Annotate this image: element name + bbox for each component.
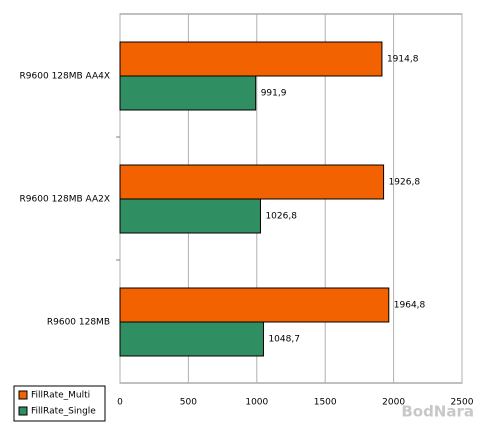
legend-swatch: [18, 406, 28, 416]
y-tick-label: R9600 128MB AA2X: [20, 195, 110, 205]
y-tick-label: R9600 128MB: [47, 318, 110, 328]
watermark: BodNara: [401, 403, 474, 421]
legend-label: FillRate_Single: [31, 407, 96, 417]
legend: [13, 385, 106, 422]
value-label: 1048,7: [268, 335, 300, 345]
bar: [119, 198, 261, 234]
value-label: 1914,8: [387, 55, 419, 65]
legend-swatch: [18, 390, 28, 400]
value-label: 1964,8: [394, 301, 426, 311]
bar: [119, 287, 390, 323]
x-tick-label: 2000: [382, 398, 405, 408]
bar: [119, 41, 383, 77]
x-tick-label: 2500: [451, 398, 474, 408]
x-tick-label: 1000: [245, 398, 268, 408]
bar: [119, 164, 385, 200]
bar: [119, 321, 264, 357]
value-label: 1926,8: [389, 178, 421, 188]
y-tick-label: R9600 128MB AA4X: [20, 72, 110, 82]
value-label: 991,9: [261, 89, 287, 99]
bar: [119, 75, 257, 111]
value-label: 1026,8: [265, 212, 297, 222]
x-tick-label: 1500: [314, 398, 337, 408]
x-tick-label: 0: [117, 398, 123, 408]
x-tick-label: 500: [180, 398, 197, 408]
legend-label: FillRate_Multi: [31, 391, 90, 401]
